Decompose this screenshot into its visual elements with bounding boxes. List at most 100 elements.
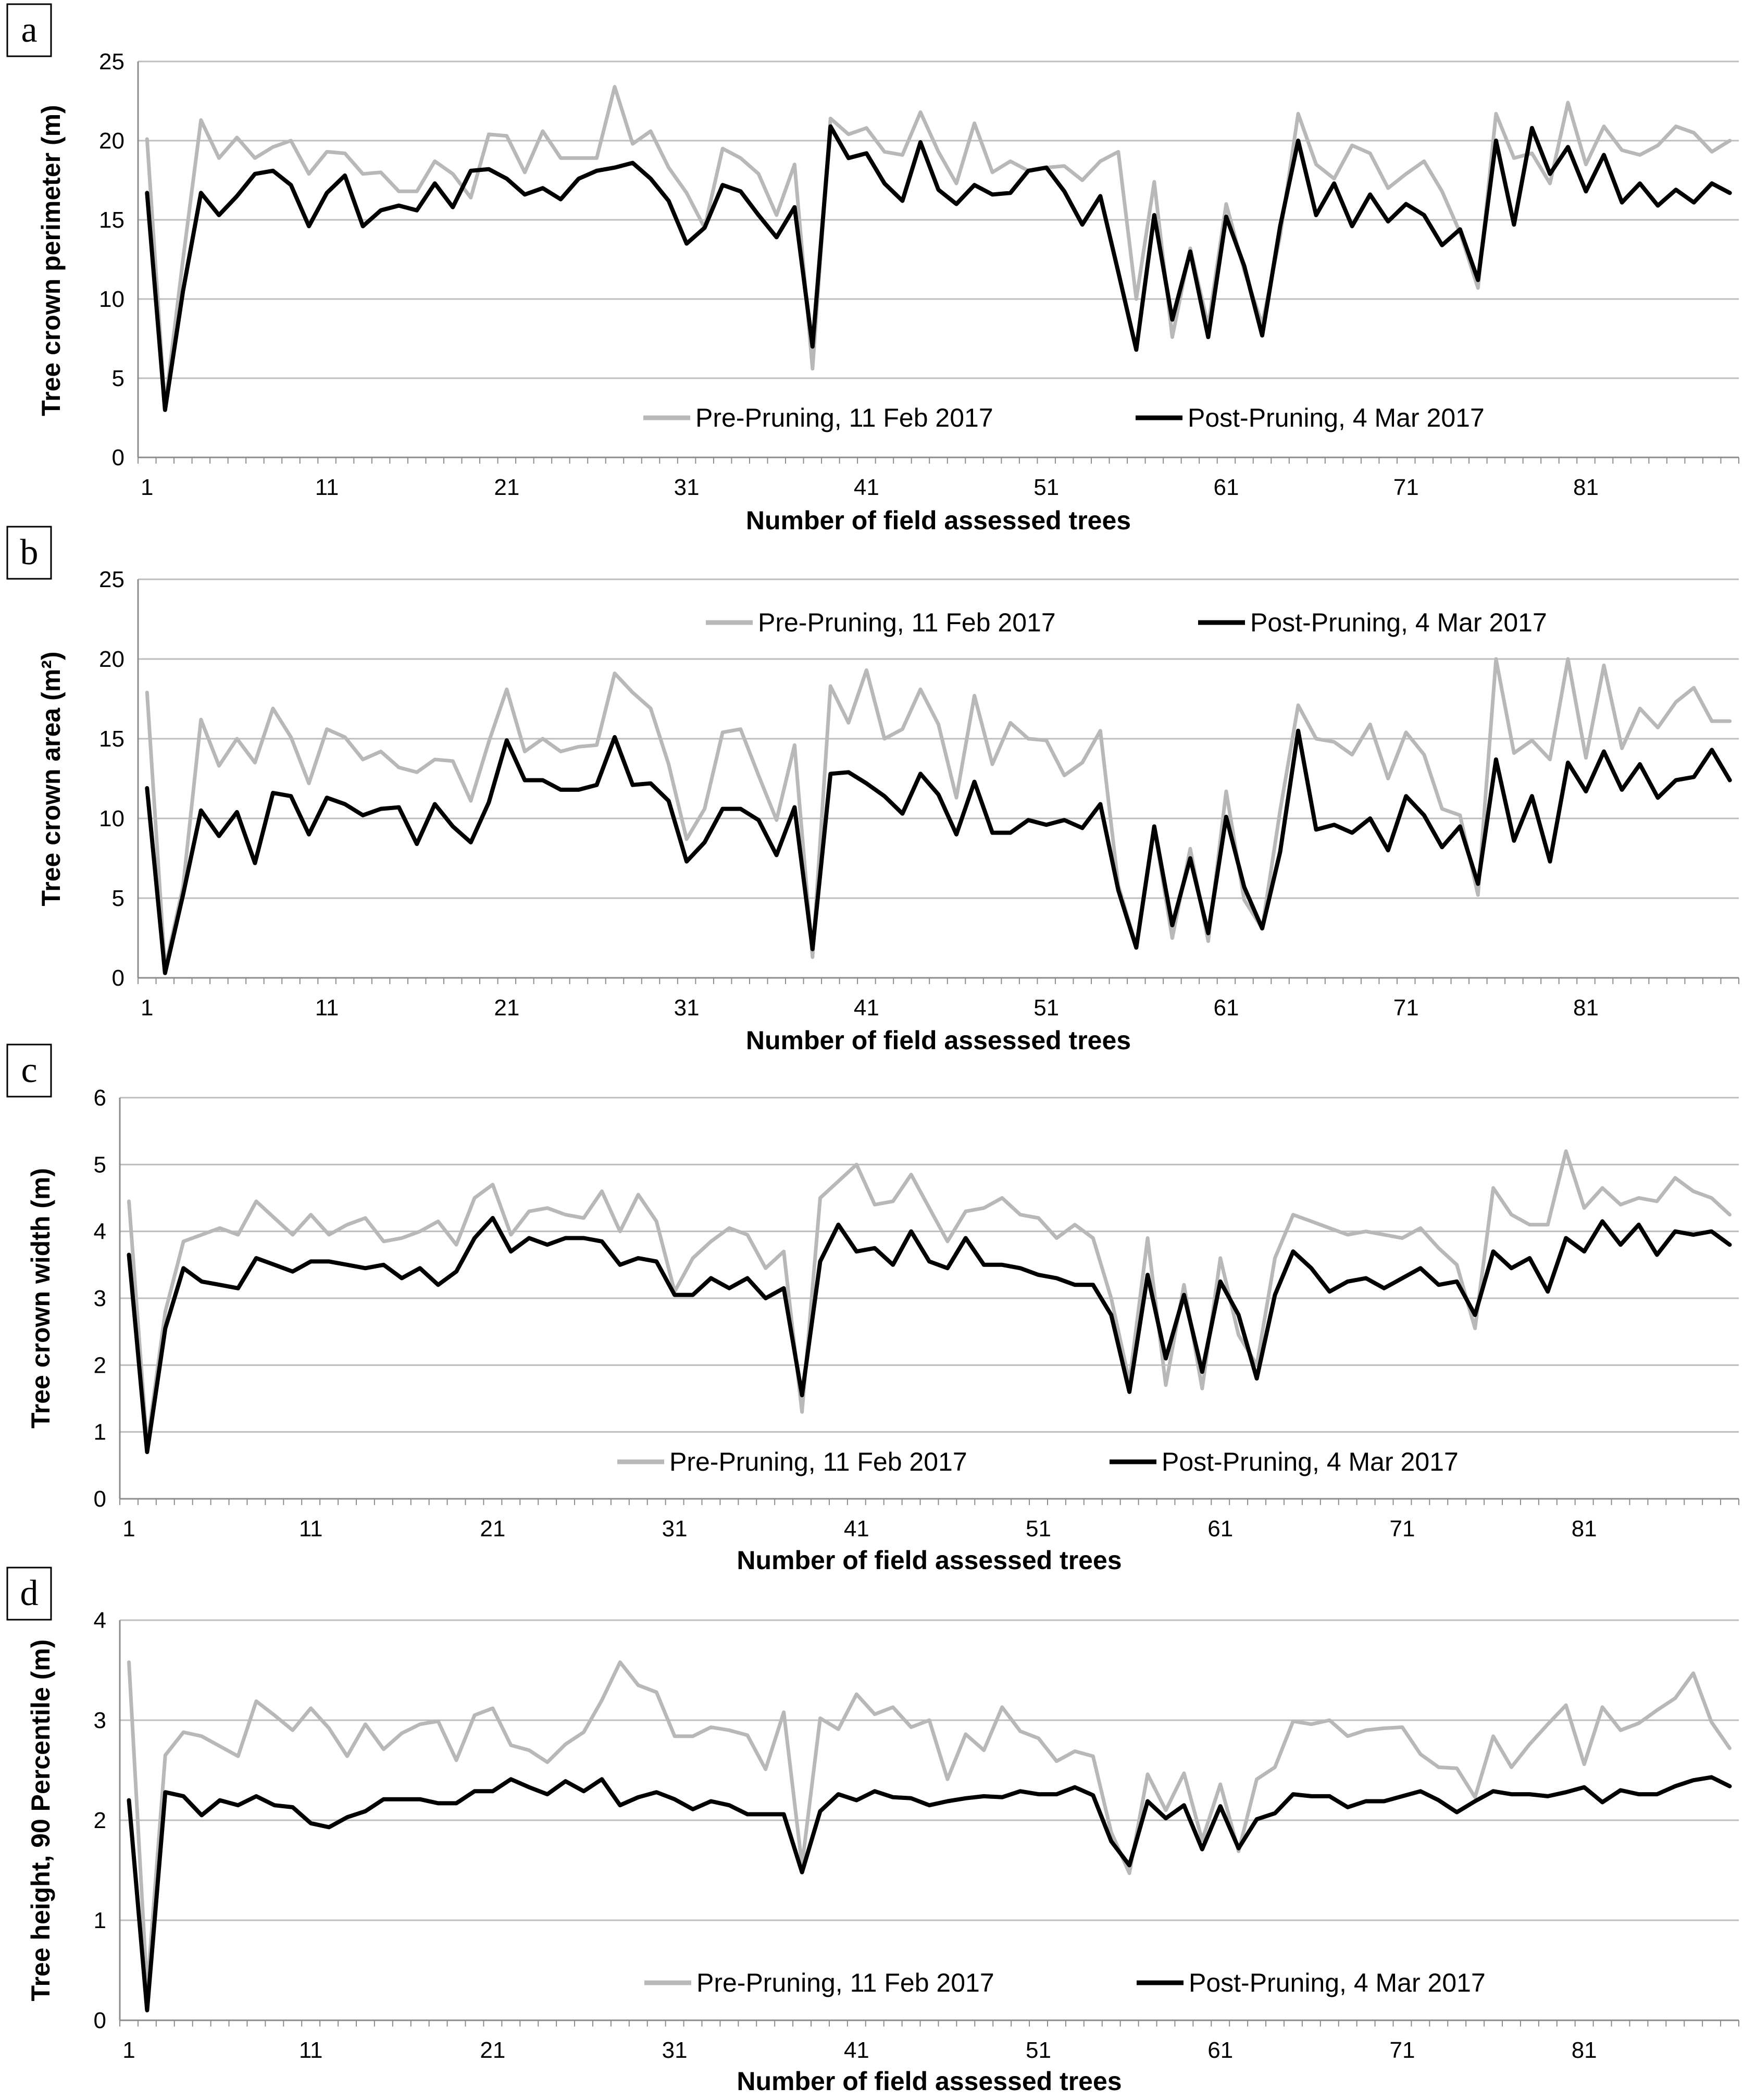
y-tick-label: 5 — [94, 1152, 106, 1177]
x-tick-label: 71 — [1389, 2037, 1415, 2063]
x-tick-label: 41 — [844, 2037, 869, 2063]
x-tick-label: 61 — [1207, 1516, 1233, 1542]
legend-label: Pre-Pruning, 11 Feb 2017 — [669, 1447, 967, 1476]
x-axis-label: Number of field assessed trees — [737, 1546, 1122, 1575]
y-tick-label: 2 — [94, 1352, 106, 1378]
x-tick-label: 81 — [1572, 2037, 1597, 2063]
panel-tag-box — [6, 526, 52, 580]
legend-label: Pre-Pruning, 11 Feb 2017 — [758, 608, 1056, 637]
x-tick-label: 31 — [674, 475, 700, 500]
x-tick-label: 21 — [494, 475, 519, 500]
y-tick-label: 10 — [99, 287, 124, 312]
panel-tag-box — [6, 3, 52, 57]
legend-label: Pre-Pruning, 11 Feb 2017 — [696, 1968, 994, 1997]
x-tick-label: 31 — [662, 2037, 688, 2063]
series-line-post-pruning — [127, 1775, 1732, 2012]
x-tick-label: 11 — [299, 2037, 323, 2063]
panel-tag-box — [6, 1043, 52, 1098]
x-tick-label: 51 — [1033, 475, 1059, 500]
series-line-pre-pruning — [145, 85, 1732, 409]
y-tick-label: 4 — [94, 1608, 106, 1633]
y-tick-label: 1 — [94, 1908, 106, 1933]
x-tick-label: 1 — [141, 995, 153, 1021]
y-tick-label: 3 — [94, 1708, 106, 1733]
y-tick-label: 0 — [94, 1486, 106, 1512]
y-tick-label: 0 — [112, 445, 124, 470]
series-line-post-pruning — [127, 1216, 1732, 1455]
y-tick-label: 5 — [112, 366, 124, 391]
x-tick-label: 1 — [122, 2037, 135, 2063]
x-tick-label: 11 — [315, 475, 339, 500]
panel-tag: c — [21, 1050, 37, 1090]
legend: Pre-Pruning, 11 Feb 2017 Post-Pruning, 4 … — [643, 403, 1485, 432]
legend: Pre-Pruning, 11 Feb 2017 Post-Pruning, 4 … — [706, 608, 1547, 637]
x-tick-label: 71 — [1393, 995, 1419, 1021]
y-tick-label: 2 — [94, 1808, 106, 1833]
panel-tag-box — [6, 1567, 52, 1621]
y-tick-label: 10 — [99, 806, 124, 831]
y-tick-label: 20 — [99, 128, 124, 154]
x-tick-label: 51 — [1033, 995, 1059, 1021]
y-tick-label: 15 — [99, 726, 124, 752]
y-tick-label: 25 — [99, 567, 124, 592]
x-tick-label: 41 — [844, 1516, 869, 1542]
x-tick-label: 61 — [1213, 475, 1239, 500]
y-axis-label: Tree crown area (m²) — [36, 651, 66, 906]
x-tick-label: 1 — [141, 475, 153, 500]
y-tick-label: 0 — [94, 2008, 106, 2033]
x-tick-label: 11 — [299, 1516, 323, 1542]
legend: Pre-Pruning, 11 Feb 2017 Post-Pruning, 4 … — [617, 1447, 1459, 1476]
x-tick-label: 71 — [1393, 475, 1419, 500]
series-line-post-pruning — [145, 728, 1732, 975]
y-tick-label: 25 — [99, 49, 124, 74]
panel-tag: a — [21, 10, 37, 50]
legend-label: Post-Pruning, 4 Mar 2017 — [1188, 403, 1485, 432]
y-tick-label: 20 — [99, 647, 124, 672]
panel-tag: b — [20, 532, 39, 573]
y-tick-label: 4 — [94, 1219, 106, 1245]
x-axis-label: Number of field assessed trees — [737, 2067, 1122, 2096]
legend: Pre-Pruning, 11 Feb 2017 Post-Pruning, 4 … — [644, 1968, 1486, 1997]
x-tick-label: 31 — [662, 1516, 688, 1542]
series-line-post-pruning — [145, 124, 1732, 412]
y-tick-label: 1 — [94, 1420, 106, 1445]
y-tick-label: 5 — [112, 886, 124, 911]
x-tick-label: 21 — [494, 995, 519, 1021]
series-line-pre-pruning — [145, 657, 1732, 971]
y-axis-label: Tree crown perimeter (m) — [36, 105, 66, 416]
x-tick-label: 31 — [674, 995, 700, 1021]
legend-label: Post-Pruning, 4 Mar 2017 — [1250, 608, 1547, 637]
y-tick-label: 15 — [99, 207, 124, 233]
x-tick-label: 41 — [854, 995, 879, 1021]
legend-label: Post-Pruning, 4 Mar 2017 — [1189, 1968, 1486, 1997]
legend-label: Post-Pruning, 4 Mar 2017 — [1162, 1447, 1459, 1476]
y-tick-label: 6 — [94, 1085, 106, 1111]
x-tick-label: 71 — [1389, 1516, 1415, 1542]
x-tick-label: 61 — [1207, 2037, 1233, 2063]
y-tick-label: 0 — [112, 965, 124, 991]
y-tick-label: 3 — [94, 1286, 106, 1311]
y-axis-label: Tree height, 90 Percentile (m) — [26, 1639, 55, 2002]
panel-tag: d — [20, 1573, 39, 1613]
series-line-pre-pruning — [127, 1149, 1732, 1447]
x-tick-label: 11 — [315, 995, 339, 1021]
x-tick-label: 21 — [480, 2037, 505, 2063]
x-tick-label: 21 — [480, 1516, 505, 1542]
x-tick-label: 51 — [1026, 2037, 1051, 2063]
x-tick-label: 81 — [1572, 1516, 1597, 1542]
y-axis-label: Tree crown width (m) — [26, 1168, 55, 1428]
x-tick-label: 61 — [1213, 995, 1239, 1021]
x-tick-label: 51 — [1026, 1516, 1051, 1542]
series-line-pre-pruning — [127, 1660, 1732, 1992]
x-tick-label: 81 — [1573, 475, 1599, 500]
x-tick-label: 81 — [1573, 995, 1599, 1021]
x-tick-label: 1 — [122, 1516, 135, 1542]
legend-label: Pre-Pruning, 11 Feb 2017 — [695, 403, 993, 432]
x-axis-label: Number of field assessed trees — [746, 1026, 1131, 1055]
x-tick-label: 41 — [854, 475, 879, 500]
